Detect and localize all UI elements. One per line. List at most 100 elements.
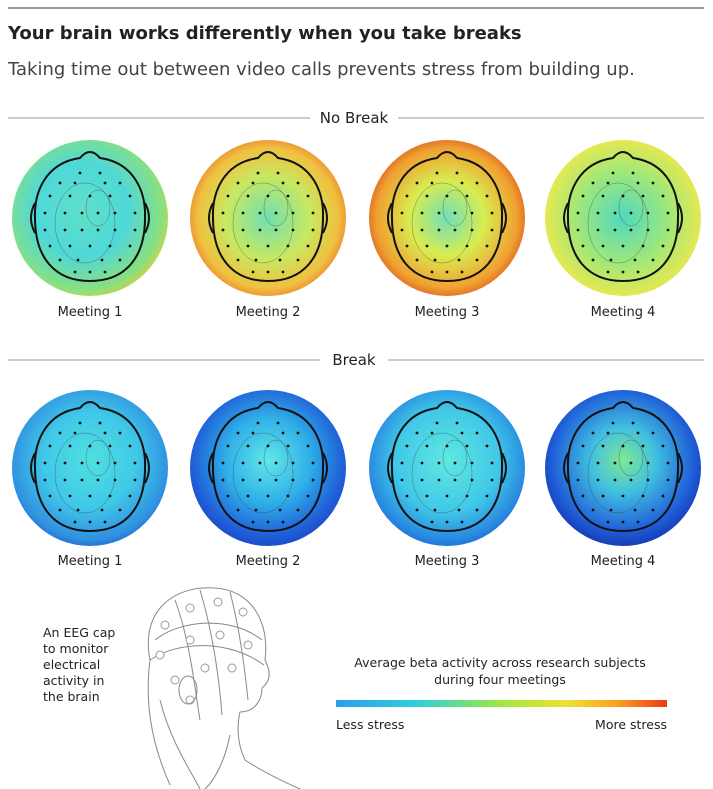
electrode bbox=[453, 228, 457, 232]
electrode bbox=[306, 494, 310, 498]
electrode bbox=[113, 211, 117, 215]
electrode bbox=[470, 228, 474, 232]
electrode bbox=[236, 431, 240, 435]
electrode bbox=[485, 494, 489, 498]
brain-map bbox=[369, 390, 525, 546]
ear bbox=[563, 452, 683, 484]
electrode bbox=[73, 270, 77, 274]
electrode bbox=[103, 520, 107, 524]
electrode bbox=[241, 461, 245, 465]
electrode bbox=[68, 444, 72, 448]
electrode bbox=[453, 478, 457, 482]
electrode bbox=[296, 258, 300, 262]
electrode bbox=[465, 494, 469, 498]
electrode bbox=[73, 431, 77, 435]
contour bbox=[85, 189, 111, 227]
electrode bbox=[68, 494, 72, 498]
legend-scale bbox=[336, 700, 667, 707]
electrode bbox=[465, 444, 469, 448]
electrode bbox=[63, 478, 67, 482]
contour bbox=[54, 432, 116, 514]
electrode bbox=[98, 171, 102, 175]
heatmap bbox=[12, 140, 168, 296]
electrode bbox=[596, 478, 600, 482]
electrode bbox=[296, 181, 300, 185]
electrode bbox=[400, 461, 404, 465]
ear bbox=[208, 202, 328, 234]
electrode bbox=[246, 494, 250, 498]
electrode bbox=[666, 211, 670, 215]
meeting-label: Meeting 1 bbox=[58, 305, 123, 320]
electrode bbox=[651, 181, 655, 185]
electrode bbox=[601, 244, 605, 248]
electrode bbox=[278, 508, 282, 512]
head-outline bbox=[33, 401, 147, 533]
electrode bbox=[236, 508, 240, 512]
electrode bbox=[276, 421, 280, 425]
electrode bbox=[445, 194, 449, 198]
electrode bbox=[88, 520, 92, 524]
electrode bbox=[646, 228, 650, 232]
legend-title: Average beta activity across research su… bbox=[354, 655, 645, 670]
caption-line: to monitor bbox=[43, 641, 109, 656]
electrode bbox=[581, 194, 585, 198]
electrode bbox=[88, 494, 92, 498]
electrode bbox=[636, 431, 640, 435]
electrode bbox=[629, 228, 633, 232]
electrode bbox=[621, 244, 625, 248]
electrode bbox=[651, 431, 655, 435]
electrode bbox=[241, 228, 245, 232]
electrode bbox=[118, 258, 122, 262]
electrode bbox=[420, 211, 424, 215]
electrode bbox=[400, 228, 404, 232]
electrode bbox=[76, 508, 80, 512]
electrode bbox=[76, 258, 80, 262]
electrode bbox=[601, 194, 605, 198]
electrode bbox=[63, 461, 67, 465]
electrode bbox=[78, 171, 82, 175]
electrode bbox=[274, 461, 278, 465]
electrode bbox=[581, 494, 585, 498]
electrode bbox=[633, 508, 637, 512]
electrode bbox=[490, 461, 494, 465]
electrode bbox=[425, 244, 429, 248]
electrode bbox=[475, 508, 479, 512]
electrode bbox=[291, 478, 295, 482]
electrode bbox=[437, 461, 441, 465]
electrode bbox=[455, 421, 459, 425]
electrode bbox=[453, 211, 457, 215]
sections: No Break Meeting 1 Meeting 2 Meeting 3 Meeti… bbox=[8, 109, 704, 569]
electrode bbox=[128, 444, 132, 448]
electrode bbox=[613, 461, 617, 465]
contour bbox=[85, 439, 111, 477]
legend-high: More stress bbox=[595, 717, 667, 732]
electrode bbox=[621, 444, 625, 448]
electrode bbox=[100, 258, 104, 262]
electrode bbox=[274, 228, 278, 232]
electrode bbox=[246, 444, 250, 448]
caption-line: An EEG cap bbox=[43, 625, 115, 640]
electrode bbox=[420, 461, 424, 465]
electrode bbox=[666, 478, 670, 482]
electrode bbox=[490, 228, 494, 232]
head-outline bbox=[390, 151, 504, 283]
meeting-label: Meeting 3 bbox=[415, 305, 480, 320]
electrode bbox=[405, 494, 409, 498]
electrode bbox=[311, 228, 315, 232]
ear bbox=[387, 452, 507, 484]
electrode bbox=[108, 444, 112, 448]
caption-line: activity in bbox=[43, 673, 104, 688]
electrode bbox=[63, 228, 67, 232]
electrode bbox=[606, 520, 610, 524]
electrode bbox=[621, 494, 625, 498]
electrode bbox=[636, 520, 640, 524]
electrode bbox=[485, 444, 489, 448]
contour bbox=[618, 189, 644, 227]
electrode bbox=[420, 228, 424, 232]
electrode bbox=[98, 421, 102, 425]
electrode bbox=[58, 181, 62, 185]
contour bbox=[442, 439, 468, 477]
electrode bbox=[400, 478, 404, 482]
electrode bbox=[108, 494, 112, 498]
